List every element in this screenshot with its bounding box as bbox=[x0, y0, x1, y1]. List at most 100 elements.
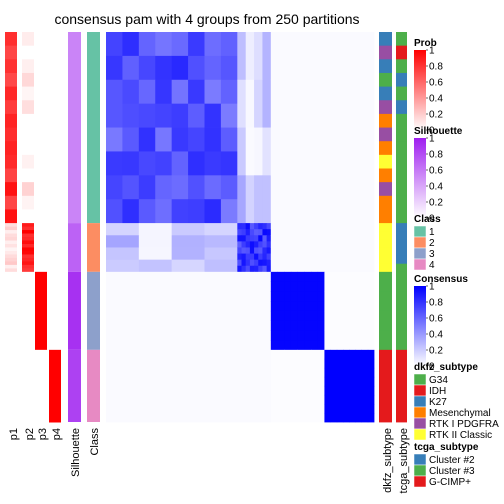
consensus-cell bbox=[367, 385, 375, 396]
consensus-cell bbox=[106, 247, 140, 261]
prob-cell-p3 bbox=[35, 385, 47, 392]
consensus-cell bbox=[343, 358, 350, 369]
legend-swatch bbox=[413, 384, 427, 397]
legend-swatch bbox=[413, 475, 427, 488]
consensus-cell bbox=[324, 403, 332, 414]
consensus-cell bbox=[311, 310, 319, 321]
prob-cell-p4 bbox=[49, 247, 61, 252]
consensus-cell bbox=[324, 412, 332, 423]
legend-tick-label: 1 bbox=[429, 282, 435, 293]
consensus-cell bbox=[262, 349, 272, 369]
consensus-cell bbox=[290, 291, 299, 302]
consensus-cell bbox=[106, 367, 140, 387]
consensus-cell bbox=[270, 127, 285, 176]
legend-swatch bbox=[413, 373, 427, 386]
prob-cell-p2 bbox=[22, 370, 34, 377]
consensus-cell bbox=[349, 32, 363, 81]
tcga-subtype-cell bbox=[396, 403, 407, 423]
dkfz-subtype-cell bbox=[379, 223, 392, 232]
consensus-cell bbox=[311, 223, 325, 236]
consensus-cell bbox=[311, 385, 325, 405]
legend-title-consensus: Consensus bbox=[414, 274, 468, 285]
prob-cell-p4 bbox=[49, 299, 61, 306]
consensus-cell bbox=[270, 330, 278, 341]
tcga-subtype-cell bbox=[396, 291, 407, 312]
consensus-cell bbox=[204, 367, 238, 387]
prob-cell-p2 bbox=[22, 257, 34, 262]
prob-cell-p1 bbox=[5, 355, 17, 361]
consensus-cell bbox=[336, 79, 350, 128]
consensus-cell bbox=[311, 271, 319, 282]
consensus-cell bbox=[262, 229, 268, 236]
prob-cell-p2 bbox=[22, 338, 34, 345]
prob-cell-p2 bbox=[22, 141, 34, 156]
prob-cell-p3 bbox=[35, 294, 47, 301]
consensus-cell bbox=[270, 32, 285, 81]
prob-cell-p4 bbox=[49, 32, 61, 47]
prob-cell-p1 bbox=[5, 385, 17, 392]
consensus-cell bbox=[361, 385, 369, 396]
consensus-cell bbox=[361, 127, 375, 176]
consensus-cell bbox=[245, 265, 251, 273]
prob-cell-p3 bbox=[35, 233, 47, 238]
legend-gradient-silhouette bbox=[414, 138, 426, 218]
prob-cell-p4 bbox=[49, 182, 61, 197]
consensus-cell bbox=[284, 330, 292, 341]
prob-cell-p1 bbox=[5, 72, 17, 88]
consensus-cell bbox=[361, 235, 375, 248]
consensus-cell bbox=[249, 229, 255, 236]
tcga-subtype-cell bbox=[396, 32, 407, 47]
annotation-columns bbox=[379, 32, 407, 423]
prob-cell-p2 bbox=[22, 360, 34, 366]
consensus-cell bbox=[106, 385, 140, 405]
consensus-cell bbox=[245, 241, 251, 248]
consensus-cell bbox=[324, 367, 332, 378]
consensus-cell bbox=[304, 330, 312, 341]
dkfz-subtype-cell bbox=[379, 385, 392, 405]
consensus-cell bbox=[270, 235, 285, 248]
prob-cell-p4 bbox=[49, 254, 61, 259]
consensus-cell bbox=[343, 403, 350, 414]
prob-cell-p4 bbox=[49, 360, 61, 366]
prob-cell-p2 bbox=[22, 230, 34, 235]
prob-cell-p4 bbox=[49, 226, 61, 231]
consensus-cell bbox=[349, 394, 356, 405]
prob-cell-p2 bbox=[22, 209, 34, 224]
consensus-cell bbox=[249, 235, 255, 242]
prob-cell-p1 bbox=[5, 182, 17, 197]
consensus-cell bbox=[349, 271, 363, 292]
column-labels: p1 p2 p3 p4 Silhouette Class dkfz_subtype tcga_… bbox=[8, 428, 410, 494]
consensus-cell bbox=[237, 127, 247, 176]
consensus-cell bbox=[122, 199, 140, 224]
prob-cell-p3 bbox=[35, 59, 47, 74]
prob-cell-p4 bbox=[49, 277, 61, 284]
consensus-cell bbox=[245, 291, 255, 312]
prob-cell-p1 bbox=[5, 299, 17, 306]
consensus-cell bbox=[284, 32, 299, 81]
consensus-cell bbox=[171, 79, 189, 105]
consensus-cell bbox=[245, 253, 251, 261]
legend-tick-label: 0 bbox=[429, 214, 435, 225]
dkfz-subtype-cell bbox=[379, 59, 392, 74]
prob-cell-p4 bbox=[49, 288, 61, 295]
consensus-cell bbox=[138, 151, 156, 176]
legend-item-label: Cluster #3 bbox=[429, 466, 475, 477]
consensus-cell bbox=[290, 281, 299, 292]
consensus-cell bbox=[138, 349, 173, 369]
prob-cell-p1 bbox=[5, 333, 17, 340]
legend-item-label: 2 bbox=[429, 238, 435, 249]
consensus-cell bbox=[254, 310, 263, 331]
prob-cell-p2 bbox=[22, 365, 34, 371]
consensus-cell bbox=[171, 247, 205, 261]
consensus-cell bbox=[349, 310, 363, 331]
silhouette-cell bbox=[68, 32, 81, 224]
consensus-cell bbox=[155, 103, 173, 128]
consensus-cell bbox=[204, 32, 222, 57]
consensus-cell bbox=[204, 151, 222, 176]
prob-cell-p1 bbox=[5, 288, 17, 295]
consensus-cell bbox=[330, 385, 338, 396]
consensus-cell bbox=[245, 127, 255, 176]
class-cell bbox=[87, 223, 100, 272]
consensus-cell bbox=[324, 223, 338, 236]
